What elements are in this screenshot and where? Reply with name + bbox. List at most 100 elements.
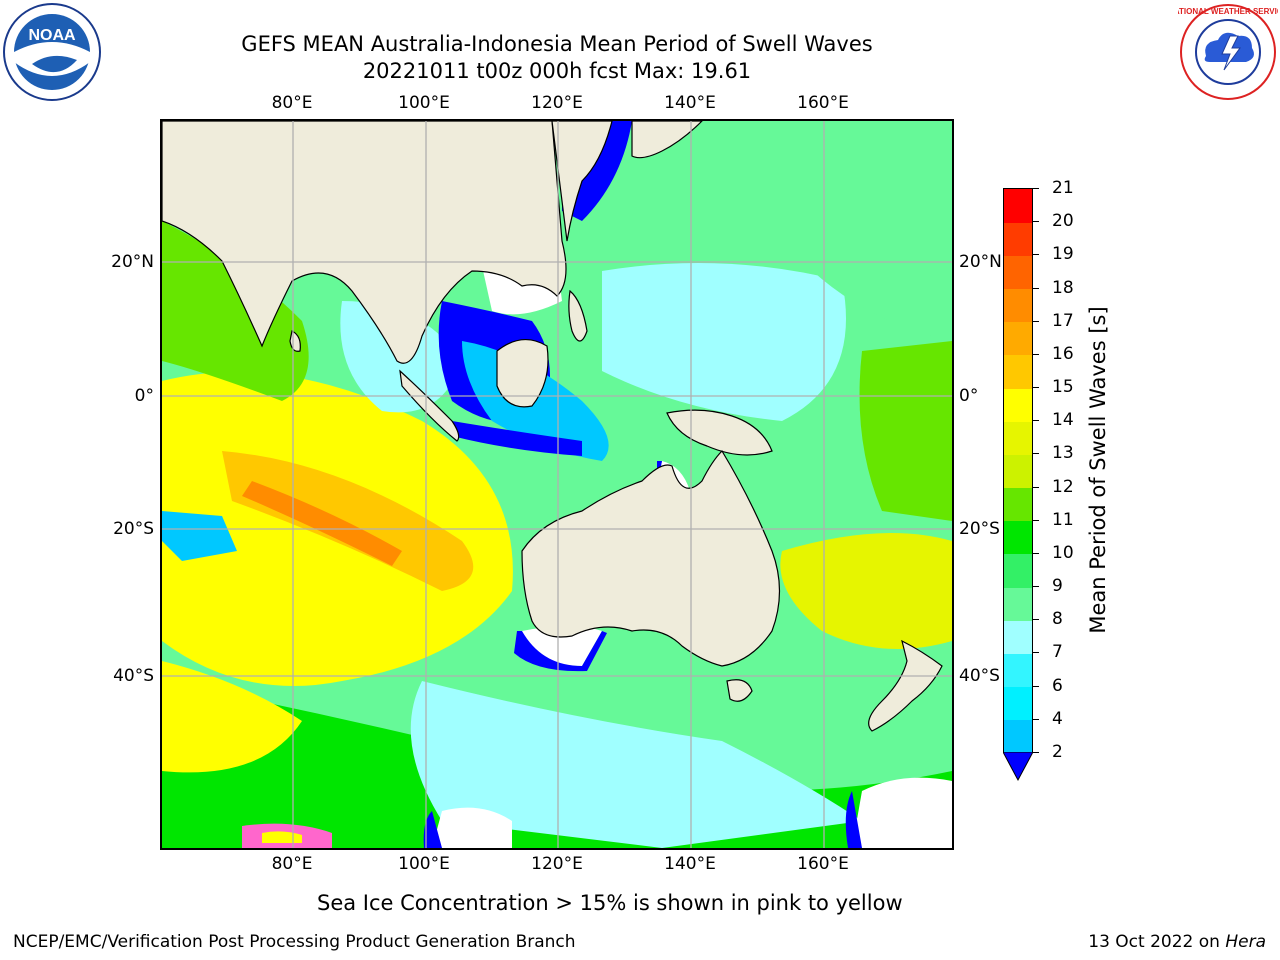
lon-label-bottom: 160°E (797, 854, 849, 874)
colorbar-segment (1004, 653, 1032, 688)
svg-text:NATIONAL WEATHER SERVICE: NATIONAL WEATHER SERVICE (1178, 7, 1278, 16)
lon-label-bottom: 80°E (271, 854, 313, 874)
lon-label-top: 140°E (664, 93, 716, 113)
colorbar-segment (1004, 553, 1032, 588)
colorbar-tick-mark (1033, 420, 1039, 422)
noaa-logo: NOAA (3, 3, 101, 101)
field-blue-java (452, 421, 582, 456)
colorbar-tick-mark (1033, 453, 1039, 455)
colorbar-tick-label: 7 (1052, 642, 1063, 663)
land-philippines (568, 289, 588, 342)
colorbar-segment (1004, 388, 1032, 422)
colorbar-segment (1004, 421, 1032, 455)
land-new-zealand (868, 639, 943, 732)
colorbar-segment (1004, 222, 1032, 256)
field-blue-bight (514, 631, 607, 672)
colorbar-tick-mark (1033, 486, 1039, 488)
colorbar-segment (1004, 454, 1032, 489)
lat-label-right: 20°N (959, 252, 1002, 272)
lat-label-left: 40°S (113, 666, 154, 686)
footer-date-text: 13 Oct 2022 on (1088, 932, 1226, 952)
lat-label-right: 20°S (959, 519, 1000, 539)
colorbar-tick-mark (1033, 221, 1039, 223)
swell-period-map (162, 121, 952, 848)
colorbar-tick-label: 6 (1052, 675, 1063, 696)
colorbar-tick-label: 13 (1052, 443, 1074, 464)
field-ice-yellow (262, 831, 302, 843)
colorbar-segment (1004, 587, 1032, 621)
colorbar-segment (1004, 719, 1032, 754)
lat-label-left: 20°S (113, 519, 154, 539)
field-lightgreen-indian (162, 221, 309, 401)
field-cyan-pacific (602, 263, 846, 421)
colorbar-under-arrow (1003, 752, 1033, 782)
chart-subtitle: 20221011 t00z 000h fcst Max: 19.61 (362, 59, 752, 83)
land-asia (162, 121, 567, 364)
colorbar-tick-label: 20 (1052, 211, 1074, 232)
colorbar-tick-mark (1033, 586, 1039, 588)
colorbar-tick-mark (1033, 519, 1039, 521)
colorbar-segment (1004, 487, 1032, 522)
lon-label-bottom: 100°E (398, 854, 450, 874)
colorbar-segment (1004, 321, 1032, 356)
lat-label-right: 40°S (959, 666, 1000, 686)
colorbar-tick-label: 19 (1052, 244, 1074, 265)
land-new-guinea (666, 409, 773, 456)
colorbar-tick-mark (1033, 287, 1039, 289)
colorbar-tick-label: 4 (1052, 708, 1063, 729)
land-sumatra (399, 369, 460, 442)
colorbar-segment (1004, 288, 1032, 323)
colorbar-segment (1004, 620, 1032, 654)
field-cyan-south (410, 681, 862, 848)
colorbar-tick-label: 12 (1052, 476, 1074, 497)
svg-text:NOAA: NOAA (28, 27, 76, 44)
footer-branch: NCEP/EMC/Verification Post Processing Pr… (13, 932, 576, 952)
colorbar-tick-mark (1033, 254, 1039, 256)
colorbar-tick-mark (1033, 188, 1039, 189)
field-blue-sea-sw (162, 511, 237, 561)
colorbar-tick-mark (1033, 353, 1039, 355)
land-borneo (496, 339, 549, 408)
nws-logo: NATIONAL WEATHER SERVICE (1178, 4, 1278, 100)
colorbar-tick-mark (1033, 552, 1039, 554)
colorbar-tick-mark (1033, 685, 1039, 687)
field-orange-band (222, 451, 474, 591)
graticule (162, 121, 952, 848)
lon-label-top: 80°E (271, 93, 313, 113)
colorbar-segment (1004, 686, 1032, 721)
land-japan (631, 121, 703, 159)
colorbar-tick-mark (1033, 619, 1039, 621)
colorbar-tick-label: 16 (1052, 343, 1074, 364)
land-tasmania (726, 679, 753, 702)
colorbar-tick-label: 8 (1052, 609, 1063, 630)
colorbar-tick-mark (1033, 652, 1039, 654)
field-dark-orange-streak (242, 481, 402, 566)
lat-label-left: 0° (134, 386, 154, 406)
colorbar-tick-label: 15 (1052, 377, 1074, 398)
colorbar-segment (1004, 255, 1032, 290)
land-china-east (551, 121, 613, 242)
field-yellow-tasman (780, 533, 952, 649)
colorbar-tick-mark (1033, 718, 1039, 720)
colorbar-tick-label: 10 (1052, 542, 1074, 563)
lon-label-bottom: 140°E (664, 854, 716, 874)
field-yellow-west (162, 661, 302, 773)
lon-label-top: 120°E (531, 93, 583, 113)
colorbar-tick-label: 2 (1052, 742, 1063, 762)
colorbar-tick-mark (1033, 320, 1039, 322)
colorbar-tick-mark (1033, 752, 1039, 753)
colorbar-tick-label: 11 (1052, 509, 1074, 530)
colorbar-tick-mark (1033, 387, 1039, 389)
colorbar-tick-label: 18 (1052, 277, 1074, 298)
sea-ice-note: Sea Ice Concentration > 15% is shown in … (317, 891, 903, 915)
colorbar (1003, 188, 1033, 754)
colorbar-segment (1004, 189, 1032, 223)
footer-host: Hera (1225, 932, 1266, 952)
colorbar-label: Mean Period of Swell Waves [s] (1086, 306, 1110, 634)
lat-label-left: 20°N (111, 252, 154, 272)
footer-date: 13 Oct 2022 on Hera (1088, 932, 1266, 952)
colorbar-tick-label: 9 (1052, 576, 1063, 597)
lon-label-bottom: 120°E (531, 854, 583, 874)
chart-title: GEFS MEAN Australia-Indonesia Mean Perio… (241, 32, 873, 56)
colorbar-tick-label: 17 (1052, 310, 1074, 331)
